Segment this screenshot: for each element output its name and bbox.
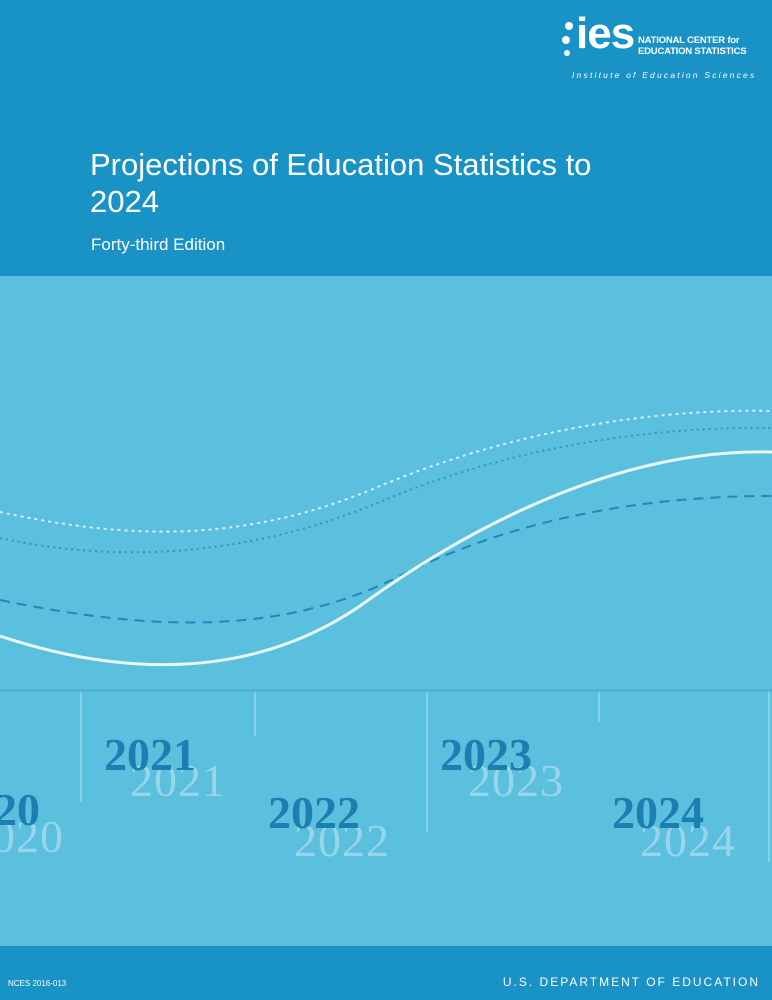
year-label: 2021 (104, 729, 196, 780)
timeline-rule (0, 689, 772, 692)
tick-mark (598, 692, 600, 722)
logo-wordmark: ies (576, 9, 635, 58)
logo-dots-icon (562, 22, 574, 66)
header-band (0, 0, 772, 276)
curve-dashed (0, 495, 772, 624)
year-label: 20 (0, 784, 40, 835)
year-label: 2022 (268, 787, 360, 838)
tick-mark (254, 692, 256, 736)
tick-mark (768, 692, 770, 862)
decorative-curves (0, 409, 772, 667)
edition-subtitle: Forty-third Edition (91, 235, 226, 254)
tick-mark (426, 692, 428, 832)
footer-band (0, 946, 772, 1000)
year-ghost: 020 (0, 811, 64, 862)
ies-logo: ies NATIONAL CENTER for EDUCATION STATIS… (562, 9, 764, 84)
curve-solid (0, 450, 772, 667)
year-strip: 020 20 2021 2021 2022 2022 2023 2023 202… (0, 692, 772, 946)
curve-dotted-upper (0, 409, 772, 533)
logo-org-line2: EDUCATION STATISTICS (638, 46, 747, 57)
department-name: U.S. DEPARTMENT OF EDUCATION (502, 975, 760, 989)
logo-org-name: NATIONAL CENTER for EDUCATION STATISTICS (638, 35, 764, 57)
report-number: NCES 2016-013 (8, 979, 67, 988)
tick-mark (80, 692, 82, 802)
year-ghost: 2023 (468, 755, 564, 806)
logo-org-line1: NATIONAL CENTER for (638, 35, 740, 46)
year-label: 2023 (440, 729, 532, 780)
year-ghost: 2022 (294, 815, 390, 866)
year-ghost: 2021 (130, 755, 226, 806)
year-label: 2024 (612, 787, 704, 838)
year-ghost: 2024 (640, 815, 736, 866)
logo-institute: Institute of Education Sciences (572, 70, 757, 80)
page-title: Projections of Education Statistics to 2… (90, 147, 592, 219)
curve-dotted-lower (0, 426, 772, 554)
